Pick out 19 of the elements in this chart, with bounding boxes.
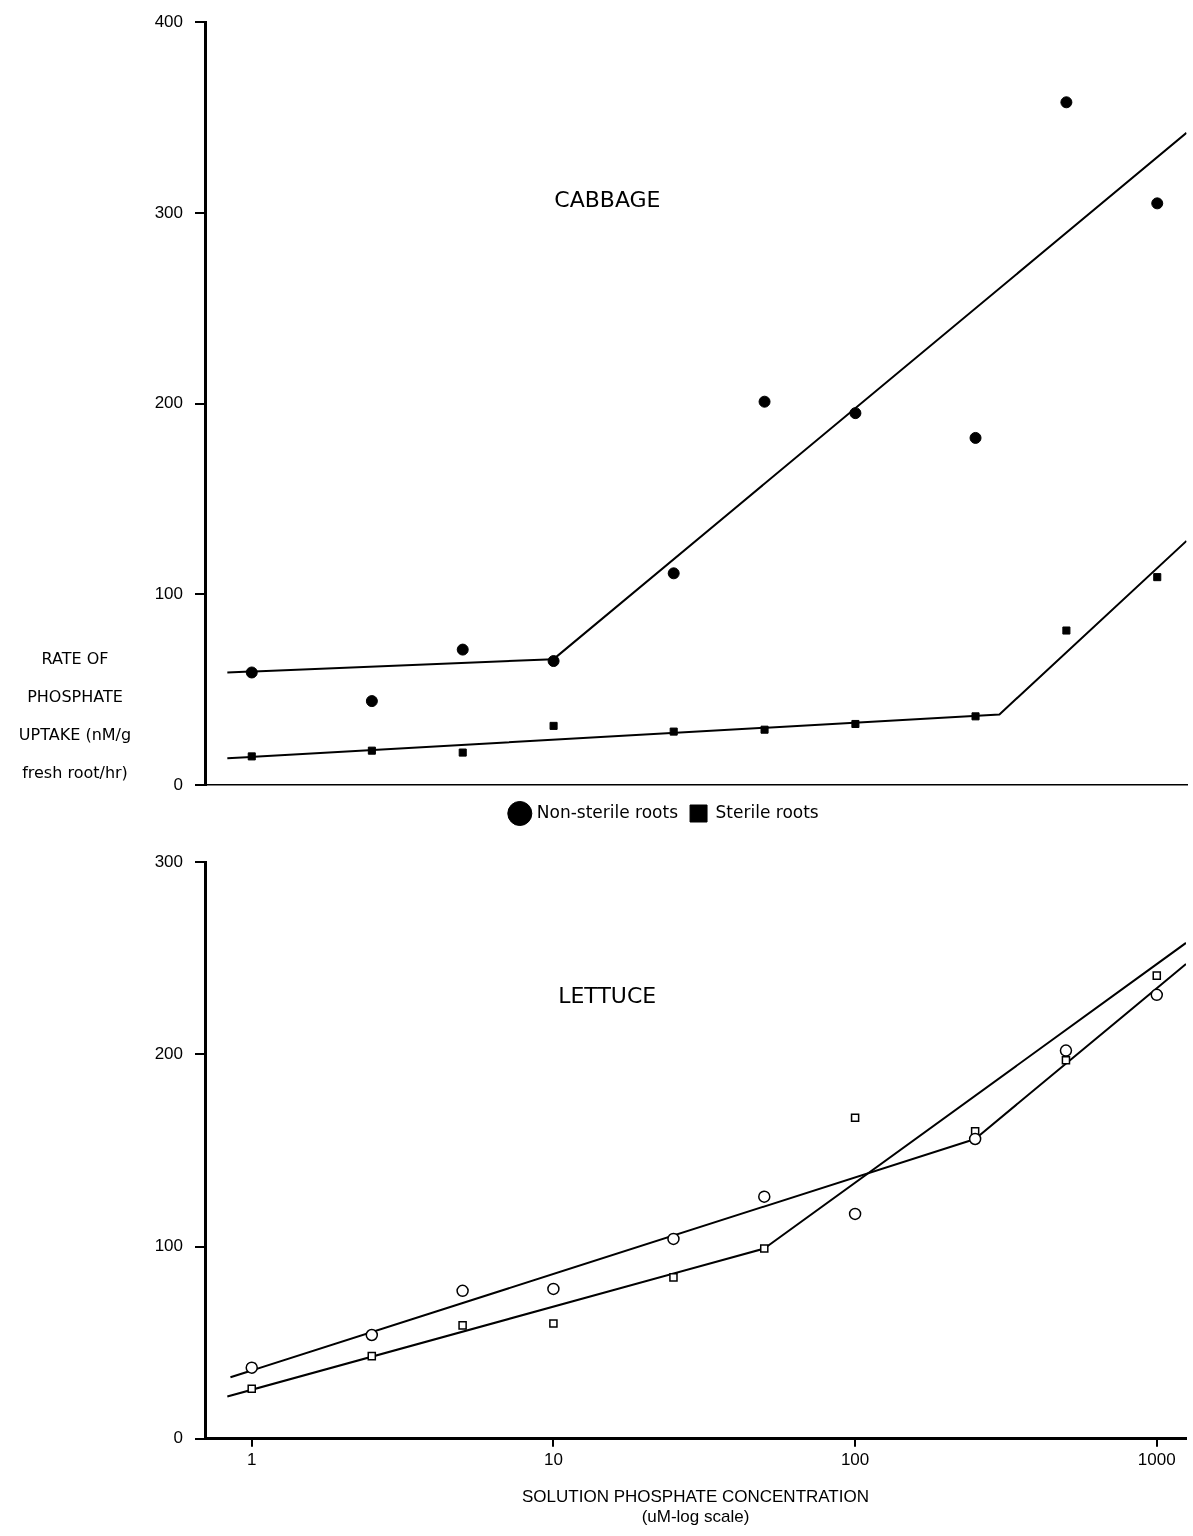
y-tick-label: 300 xyxy=(154,851,183,871)
x-axis-title: SOLUTION PHOSPHATE CONCENTRATION (uM-log scale) xyxy=(522,1487,869,1527)
x-tick-label: 10 xyxy=(543,1449,563,1469)
legend-label: Non-sterile roots xyxy=(536,801,679,822)
x-tick-label: 100 xyxy=(840,1449,870,1469)
y-tick-label: 0 xyxy=(173,774,183,794)
y-axis-title: RATE OF PHOSPHATE UPTAKE (nM/g fresh root/hr) xyxy=(17,648,133,784)
x-tick-label: 1000 xyxy=(1137,1449,1176,1469)
text: CABBAGE xyxy=(554,187,661,213)
y-tick-label: 400 xyxy=(154,11,183,31)
y-tick-label: 300 xyxy=(154,202,183,222)
y-tick-label: 100 xyxy=(154,1236,183,1256)
y-tick-label: 100 xyxy=(154,583,183,603)
y-tick-label: 200 xyxy=(154,1044,183,1064)
y-tick-label: 0 xyxy=(173,1428,183,1448)
legend-label: Sterile roots xyxy=(715,801,819,822)
x-tick-label: 1 xyxy=(247,1449,257,1469)
y-tick-label: 200 xyxy=(154,393,183,413)
text: LETTUCE xyxy=(558,983,657,1009)
